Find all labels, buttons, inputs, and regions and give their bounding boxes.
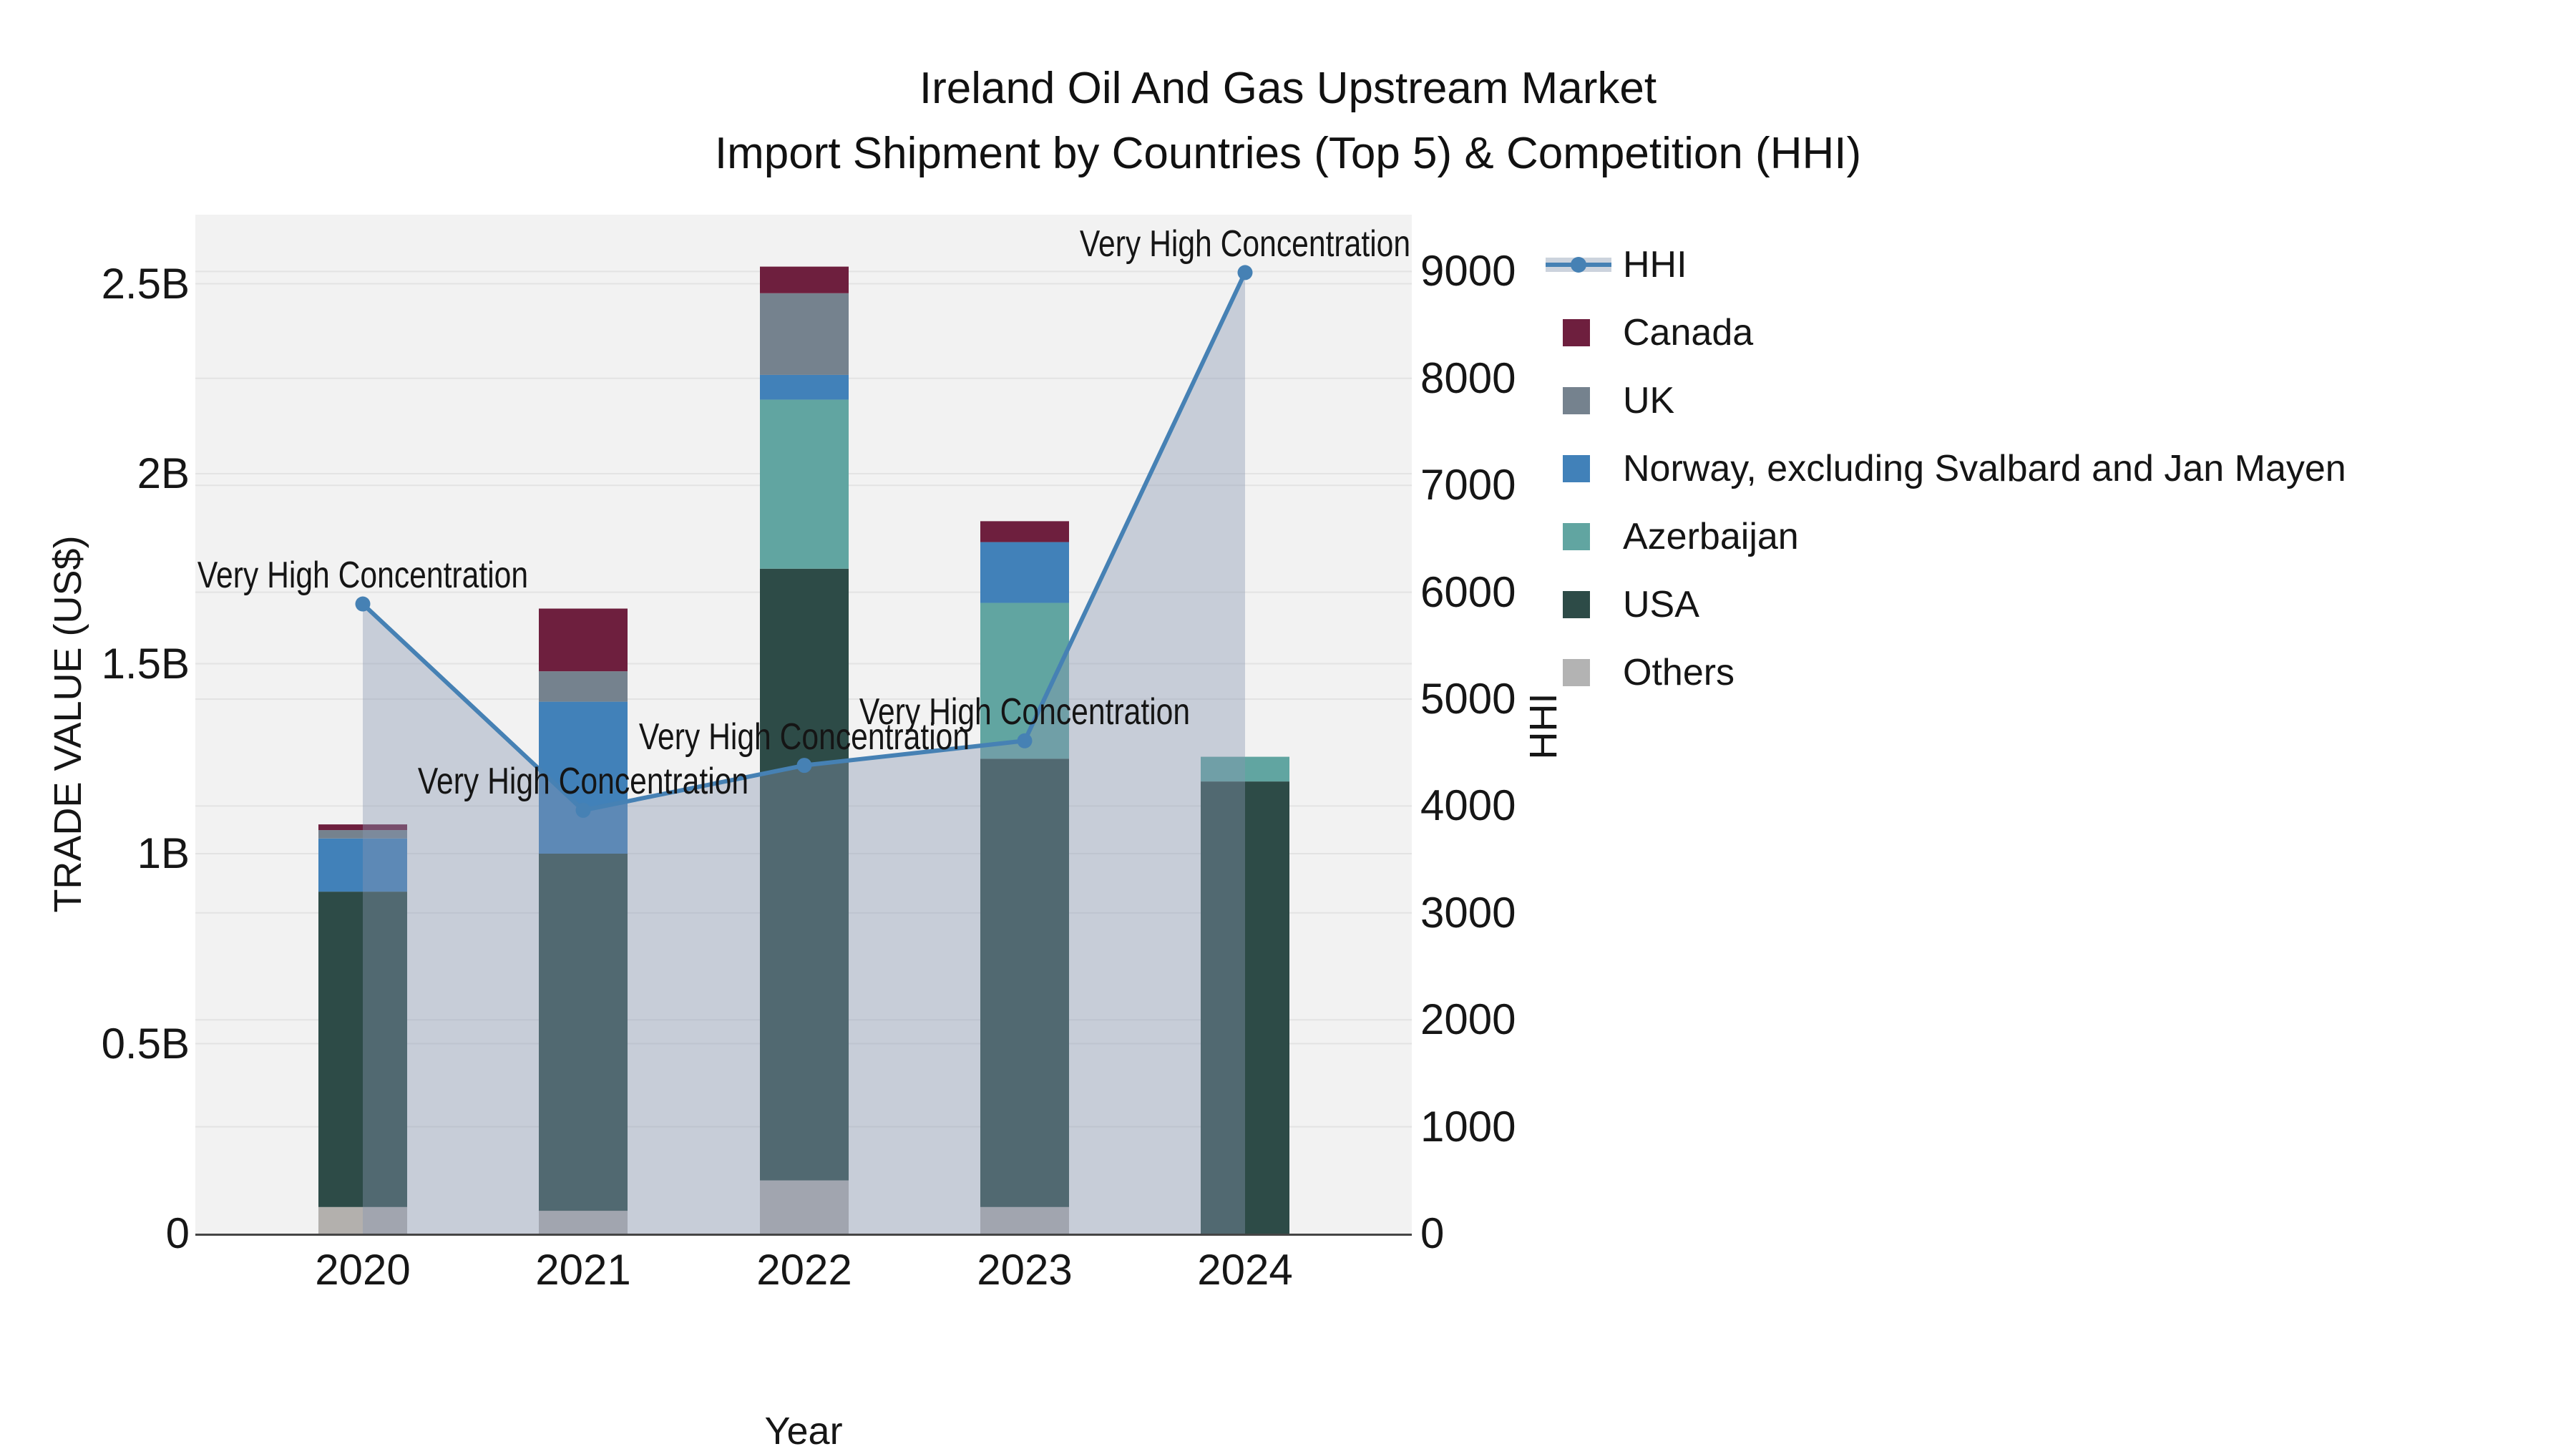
bar-segment-usa <box>318 892 407 1207</box>
bar-segment-norway <box>760 374 849 400</box>
canada-swatch-icon <box>1563 318 1590 346</box>
y-right-tick-label: 3000 <box>1420 888 1516 937</box>
annotation-very-high-concentration: Very High Concentration <box>638 716 970 758</box>
legend-item-others[interactable]: Others <box>1546 638 2346 706</box>
legend-item-canada[interactable]: Canada <box>1546 298 2346 366</box>
x-tick-label: 2024 <box>1197 1246 1293 1294</box>
y-left-tick-label: 0 <box>165 1209 190 1257</box>
legend: HHI Canada UK Norway, excluding Svalbard… <box>1546 230 2346 706</box>
y-right-tick-label: 9000 <box>1420 247 1516 296</box>
x-tick-label: 2022 <box>756 1246 852 1294</box>
bar-segment-uk <box>318 830 407 839</box>
y-left-tick-label: 2.5B <box>101 259 190 308</box>
bar-segment-usa <box>1201 781 1289 1234</box>
hhi-marker <box>1017 733 1033 748</box>
legend-label: Canada <box>1623 311 1754 353</box>
legend-item-norway[interactable]: Norway, excluding Svalbard and Jan Mayen <box>1546 434 2346 502</box>
hhi-marker <box>575 802 591 818</box>
y-left-tick-label: 1B <box>137 829 190 877</box>
bar-segment-canada <box>760 266 849 293</box>
legend-label: USA <box>1623 583 1699 625</box>
hhi-marker <box>355 596 371 612</box>
bar-segment-canada <box>318 824 407 831</box>
bar-segment-uk <box>760 293 849 375</box>
others-swatch-icon <box>1563 658 1590 686</box>
bar-segment-azerbaijan <box>760 399 849 569</box>
legend-item-usa[interactable]: USA <box>1546 570 2346 638</box>
chart-title-line1: Ireland Oil And Gas Upstream Market <box>919 64 1657 113</box>
chart-title-line2: Import Shipment by Countries (Top 5) & C… <box>714 129 1862 178</box>
bar-segment-canada <box>980 521 1069 542</box>
legend-item-hhi[interactable]: HHI <box>1546 230 2346 298</box>
hhi-legend-symbol <box>1546 251 1617 278</box>
bar-segment-usa <box>760 568 849 1181</box>
bar-segment-norway <box>318 838 407 892</box>
x-tick-label: 2021 <box>535 1246 631 1294</box>
annotation-very-high-concentration: Very High Concentration <box>197 555 529 597</box>
legend-item-azerbaijan[interactable]: Azerbaijan <box>1546 502 2346 570</box>
y-right-tick-label: 6000 <box>1420 567 1516 616</box>
y-right-tick-label: 0 <box>1420 1209 1445 1257</box>
hhi-area <box>363 272 1245 1234</box>
y-right-tick-label: 1000 <box>1420 1102 1516 1151</box>
y-right-tick-label: 2000 <box>1420 995 1516 1044</box>
bar-segment-others <box>980 1206 1069 1234</box>
bar-segment-usa <box>539 854 628 1211</box>
y-right-tick-label: 8000 <box>1420 353 1516 402</box>
bar-segment-others <box>760 1180 849 1234</box>
legend-item-uk[interactable]: UK <box>1546 366 2346 434</box>
legend-label: Norway, excluding Svalbard and Jan Mayen <box>1623 447 2346 489</box>
azerbaijan-swatch-icon <box>1563 522 1590 550</box>
usa-swatch-icon <box>1563 590 1590 618</box>
bar-segment-uk <box>539 671 628 702</box>
legend-label: UK <box>1623 379 1675 421</box>
x-axis-title: Year <box>764 1410 843 1449</box>
annotation-very-high-concentration: Very High Concentration <box>859 691 1191 733</box>
norway-swatch-icon <box>1563 454 1590 482</box>
annotation-very-high-concentration: Very High Concentration <box>1079 223 1411 265</box>
hhi-marker <box>796 758 812 774</box>
bar-segment-others <box>539 1211 628 1234</box>
y-left-tick-label: 2B <box>137 449 190 497</box>
bar-segment-norway <box>980 542 1069 603</box>
y-right-tick-label: 4000 <box>1420 781 1516 830</box>
annotation-very-high-concentration: Very High Concentration <box>417 761 749 803</box>
bar-segment-canada <box>539 608 628 672</box>
chart-title: Ireland Oil And Gas Upstream Market Impo… <box>0 56 2576 186</box>
bar-segment-usa <box>980 758 1069 1207</box>
y-right-tick-label: 7000 <box>1420 461 1516 509</box>
y-left-tick-label: 1.5B <box>101 639 190 688</box>
uk-swatch-icon <box>1563 386 1590 414</box>
hhi-marker <box>1237 265 1253 280</box>
bar-segment-norway <box>539 701 628 854</box>
bar-segment-others <box>318 1206 407 1234</box>
x-tick-label: 2023 <box>977 1246 1073 1294</box>
bar-segment-azerbaijan <box>1201 756 1289 782</box>
y-right-tick-label: 5000 <box>1420 675 1516 723</box>
legend-label: Others <box>1623 651 1735 693</box>
legend-label: Azerbaijan <box>1623 515 1799 557</box>
y-left-tick-label: 0.5B <box>101 1019 190 1068</box>
legend-label: HHI <box>1623 243 1687 286</box>
x-tick-label: 2020 <box>315 1246 411 1294</box>
